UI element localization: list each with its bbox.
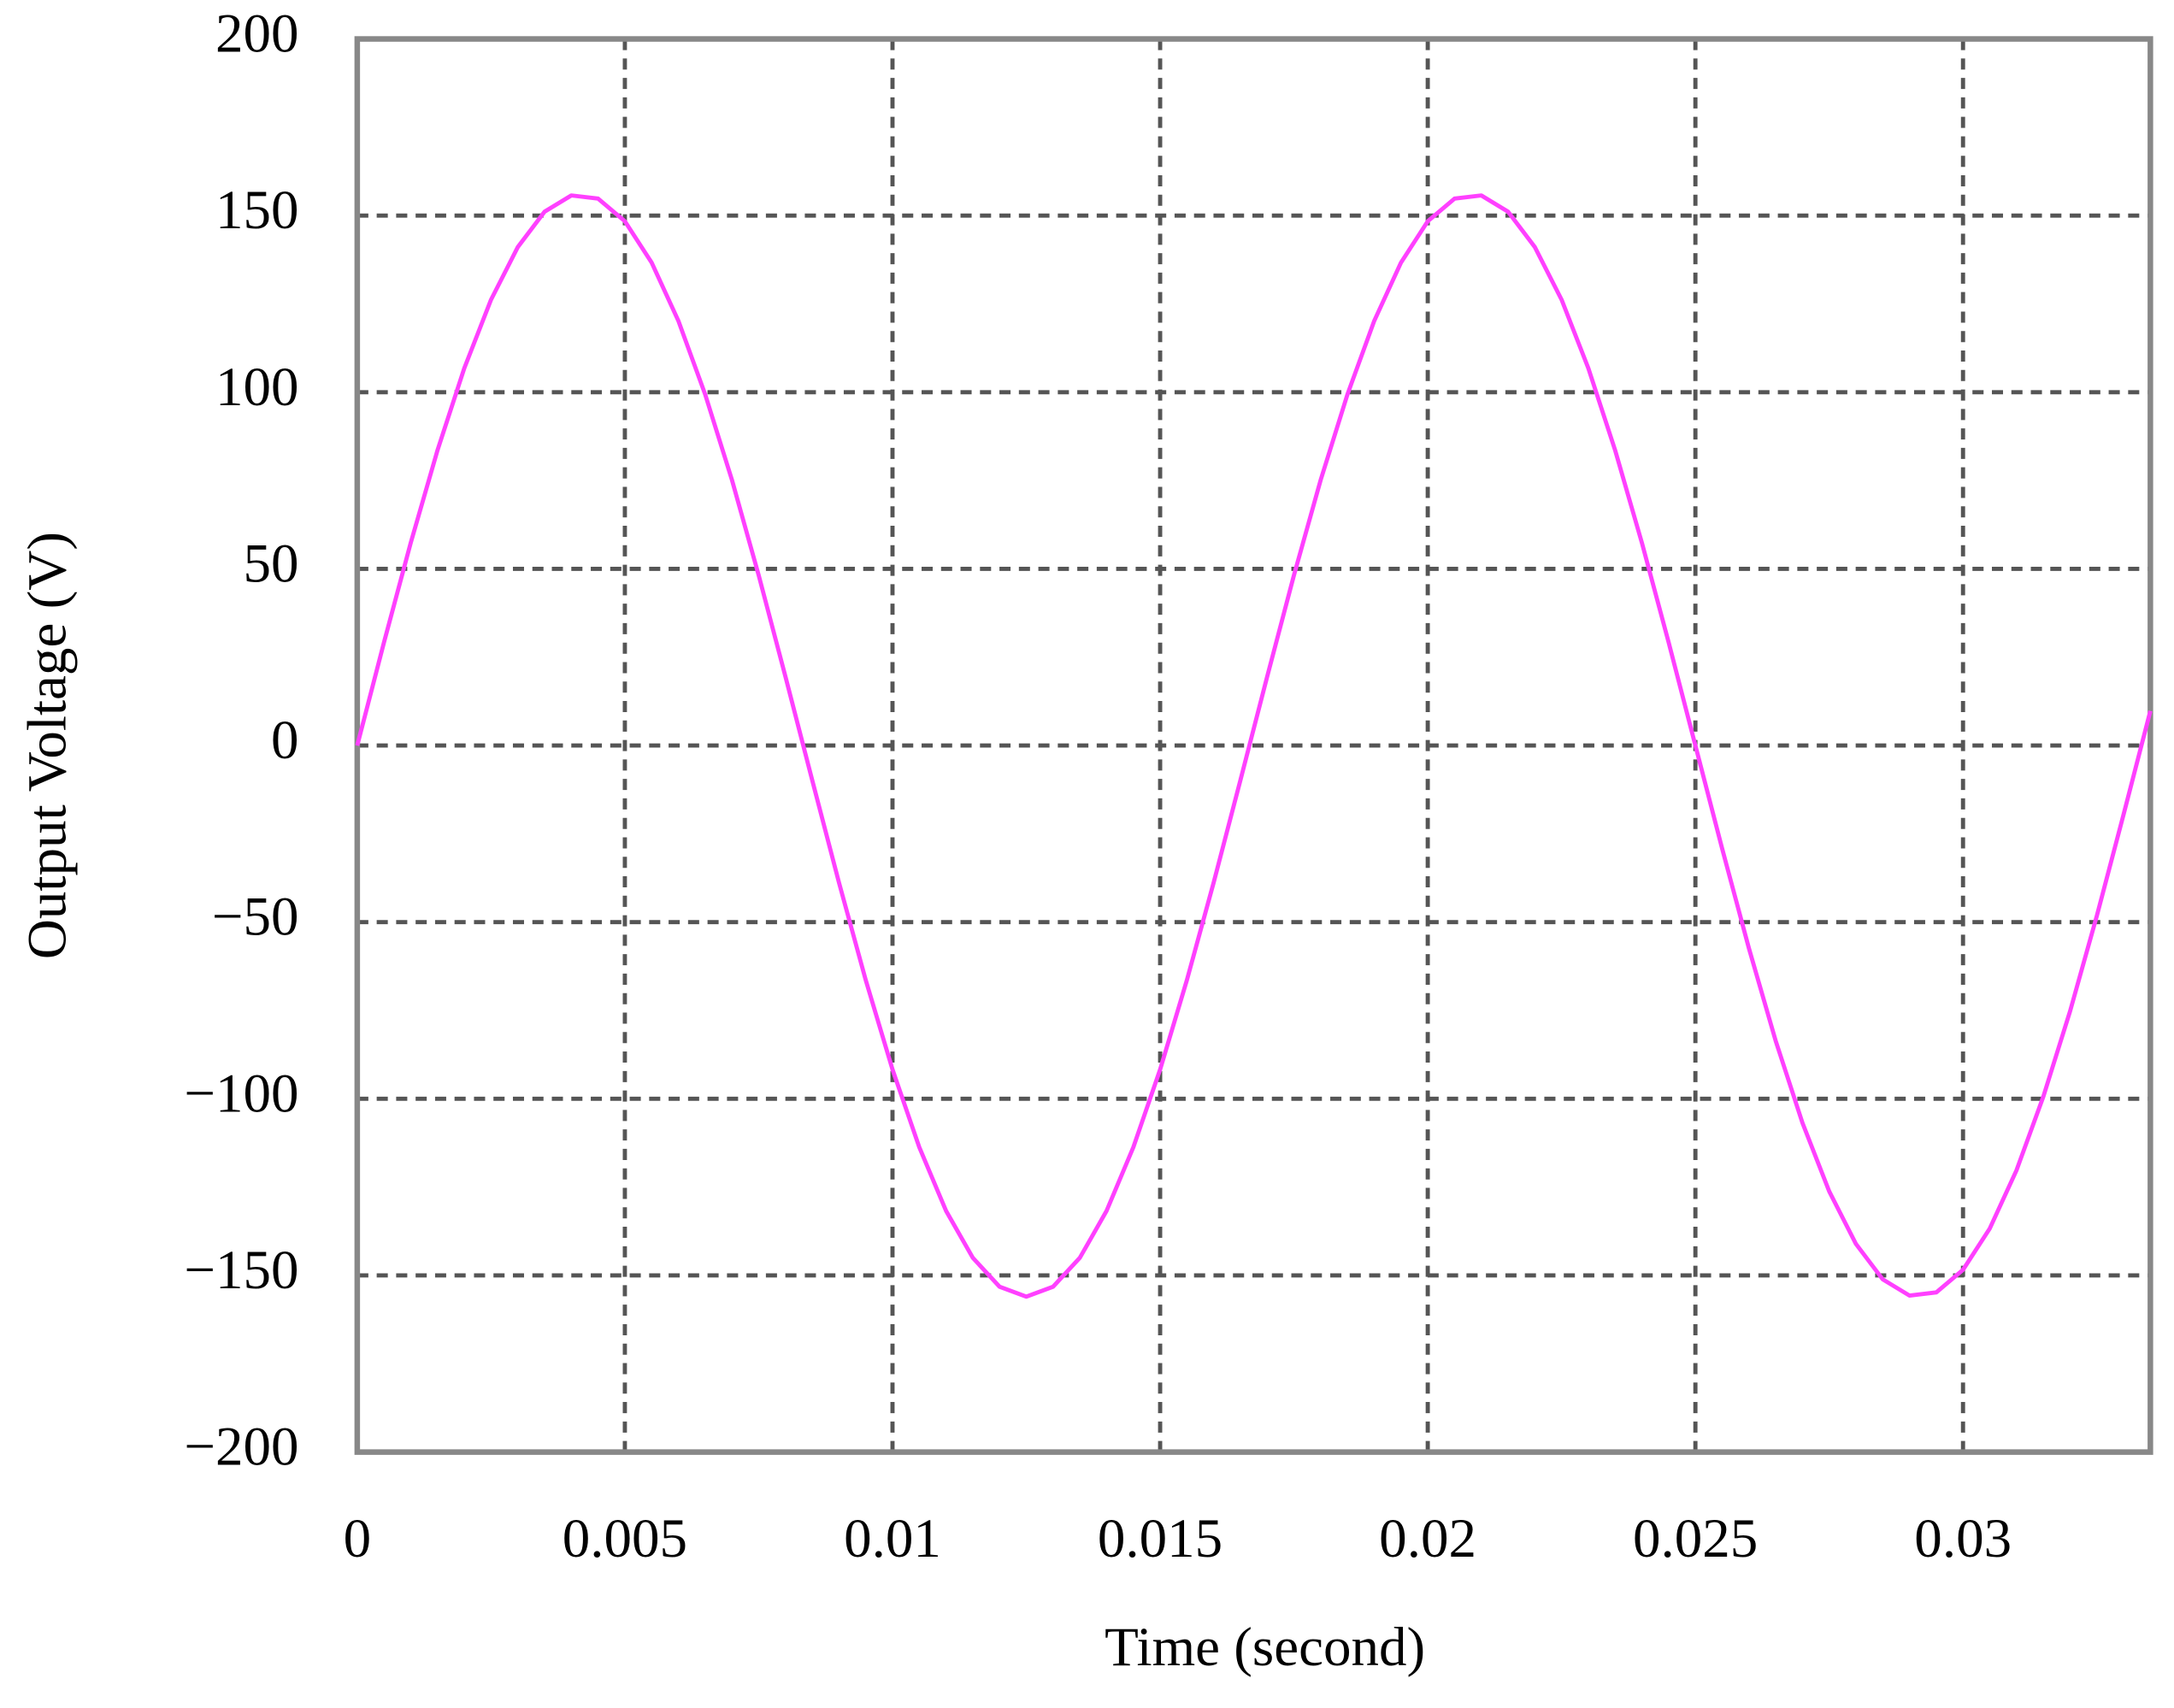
y-tick-label: 150 (215, 180, 299, 241)
x-tick-label: 0 (344, 1508, 372, 1570)
x-tick-label: 0.005 (563, 1508, 687, 1570)
x-tick-label: 0.02 (1379, 1508, 1476, 1570)
y-axis-label: Output Voltage (V) (17, 532, 79, 959)
x-tick-label: 0.01 (844, 1508, 941, 1570)
y-tick-label: 200 (215, 3, 299, 64)
x-tick-label: 0.015 (1098, 1508, 1223, 1570)
y-tick-label: −100 (184, 1063, 298, 1124)
x-tick-label: 0.025 (1633, 1508, 1758, 1570)
y-tick-label: −150 (184, 1240, 298, 1301)
y-tick-label: 0 (271, 710, 299, 771)
y-tick-label: −200 (184, 1416, 298, 1478)
y-tick-label: 50 (244, 533, 299, 594)
y-tick-label: 100 (215, 356, 299, 418)
x-tick-label: 0.03 (1914, 1508, 2012, 1570)
line-series (355, 193, 2153, 1299)
x-axis-label: Time (second) (1105, 1617, 1425, 1678)
y-tick-label: −50 (212, 886, 299, 948)
